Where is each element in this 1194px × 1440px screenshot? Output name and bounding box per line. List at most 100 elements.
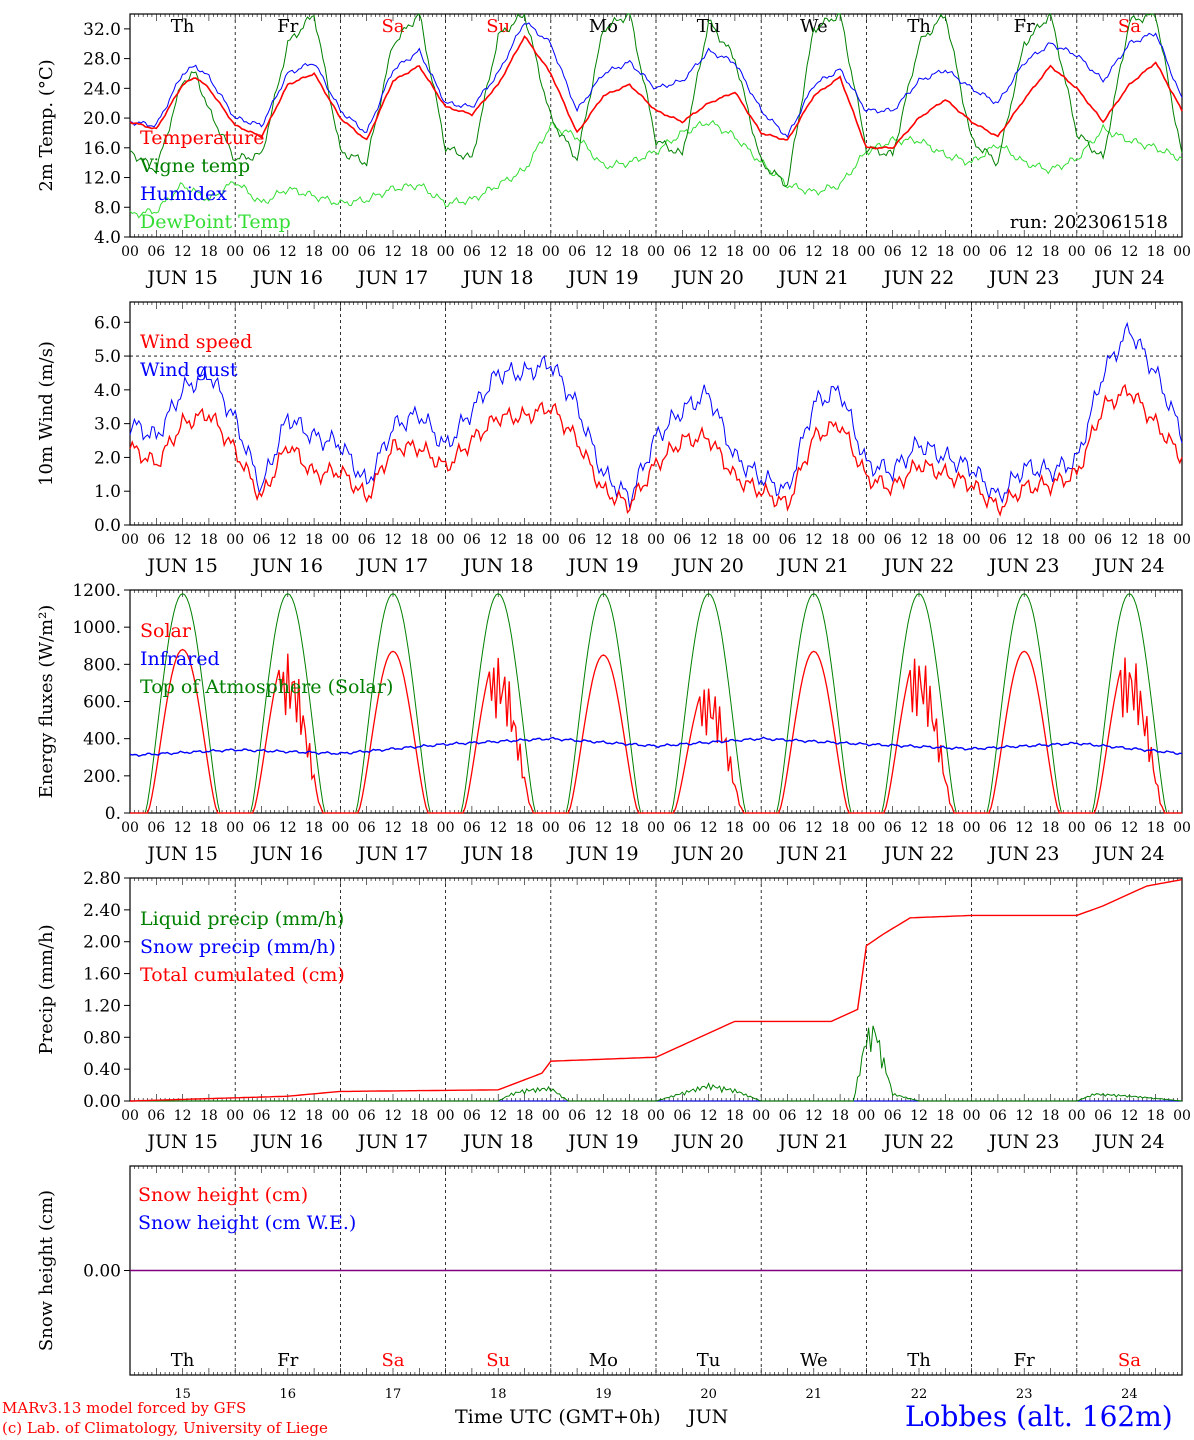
y-tick-label: 16.0 [83, 139, 121, 159]
hour-label: 12 [279, 1108, 297, 1124]
date-label: JUN 18 [461, 1131, 533, 1153]
weekday-label: Sa [381, 16, 404, 37]
hour-label: 06 [253, 532, 271, 548]
hour-label: 12 [700, 244, 718, 260]
hour-label: 12 [489, 820, 507, 836]
y-axis-label: Precip (mm/h) [36, 924, 57, 1054]
hour-label: 00 [752, 820, 770, 836]
date-label: JUN 17 [356, 555, 428, 577]
y-tick-label: 1.60 [83, 965, 121, 985]
hour-label: 00 [226, 1108, 244, 1124]
hour-label: 06 [884, 244, 902, 260]
date-label: JUN 19 [566, 1131, 638, 1153]
hour-label: 18 [621, 244, 639, 260]
hour-label: 12 [384, 1108, 402, 1124]
hour-label: 00 [857, 820, 875, 836]
date-label: JUN 15 [145, 843, 217, 865]
hour-label: 18 [200, 1108, 218, 1124]
hour-label: 00 [121, 532, 139, 548]
hour-label: 00 [1068, 820, 1086, 836]
hour-label: 18 [1147, 1108, 1165, 1124]
day-number-label: 16 [280, 1387, 297, 1400]
solar-line [130, 648, 1182, 814]
hour-label: 06 [779, 244, 797, 260]
hour-label: 12 [594, 820, 612, 836]
legend-label: Temperature [140, 127, 264, 149]
hour-label: 06 [779, 532, 797, 548]
date-label: JUN 18 [461, 267, 533, 289]
hour-label: 00 [647, 1108, 665, 1124]
hour-label: 18 [410, 820, 428, 836]
day-number-label: 17 [385, 1387, 402, 1400]
month-label: JUN [688, 1406, 729, 1428]
y-tick-label: 2.40 [83, 901, 121, 921]
hour-label: 12 [700, 1108, 718, 1124]
legend-label: Humidex [140, 183, 227, 205]
y-tick-label: 0.0 [94, 516, 121, 536]
date-label: JUN 22 [882, 1131, 954, 1153]
date-label: JUN 22 [882, 555, 954, 577]
infrared-line [129, 736, 1183, 757]
legend-label: Infrared [140, 648, 220, 670]
meteogram-chart: 4.0 8.0 12.0 16.0 20.0 24.0 28.0 32.0 2m Temp. (… [36, 13, 1191, 1400]
hour-label: 12 [1120, 820, 1138, 836]
hour-label: 12 [910, 820, 928, 836]
hour-label: 06 [673, 244, 691, 260]
legend-label: Wind gust [140, 359, 238, 381]
hour-label: 06 [884, 532, 902, 548]
y-tick-label: 4.0 [94, 381, 121, 401]
day-number-label: 24 [1121, 1387, 1138, 1400]
hour-label: 18 [936, 244, 954, 260]
location-label: Lobbes (alt. 162m) [905, 1400, 1173, 1433]
hour-label: 18 [726, 244, 744, 260]
hour-label: 00 [331, 532, 349, 548]
legend-label: DewPoint Temp [140, 211, 291, 233]
date-label: JUN 18 [461, 843, 533, 865]
date-label: JUN 19 [566, 843, 638, 865]
date-label: JUN 16 [251, 843, 323, 865]
date-label: JUN 21 [777, 267, 849, 289]
hour-label: 00 [963, 1108, 981, 1124]
hour-label: 00 [437, 1108, 455, 1124]
y-tick-label: 0.40 [83, 1060, 121, 1080]
legend-label: Total cumulated (cm) [140, 964, 345, 986]
hour-label: 18 [831, 1108, 849, 1124]
hour-label: 00 [963, 532, 981, 548]
hour-label: 12 [384, 532, 402, 548]
hour-label: 18 [936, 532, 954, 548]
date-label: JUN 23 [987, 1131, 1059, 1153]
hour-label: 06 [463, 1108, 481, 1124]
weekday-label: Fr [277, 16, 298, 37]
hour-label: 18 [726, 532, 744, 548]
day-number-label: 23 [1016, 1387, 1033, 1400]
total-cumulated-line [129, 878, 1183, 1102]
hour-label: 18 [305, 820, 323, 836]
y-tick-label: 800. [83, 655, 121, 675]
y-axis-label: 2m Temp. (°C) [36, 59, 57, 191]
weekday-label: Su [486, 16, 510, 37]
y-tick-label: 28.0 [83, 50, 121, 70]
y-tick-label: 0.00 [83, 1092, 121, 1112]
hour-label: 12 [489, 244, 507, 260]
dewpoint-line [129, 119, 1183, 219]
temperature-line [129, 35, 1183, 150]
hour-label: 12 [279, 820, 297, 836]
hour-label: 12 [910, 532, 928, 548]
date-label: JUN 20 [671, 555, 743, 577]
hour-label: 18 [621, 820, 639, 836]
date-label: JUN 15 [145, 555, 217, 577]
day-number-label: 20 [700, 1387, 717, 1400]
weekday-label: Fr [1014, 1350, 1035, 1371]
hour-label: 00 [857, 1108, 875, 1124]
wind-speed-line [129, 383, 1183, 517]
hour-label: 12 [489, 1108, 507, 1124]
hour-label: 06 [673, 1108, 691, 1124]
y-tick-label: 2.00 [83, 933, 121, 953]
hour-label: 18 [410, 1108, 428, 1124]
legend-label: Wind speed [140, 331, 252, 353]
hour-label: 18 [1042, 1108, 1060, 1124]
legend-label: Top of Atmosphere (Solar) [140, 676, 393, 698]
hour-label: 12 [174, 820, 192, 836]
hour-label: 18 [410, 244, 428, 260]
lab-credit: (c) Lab. of Climatology, University of L… [2, 1419, 328, 1437]
